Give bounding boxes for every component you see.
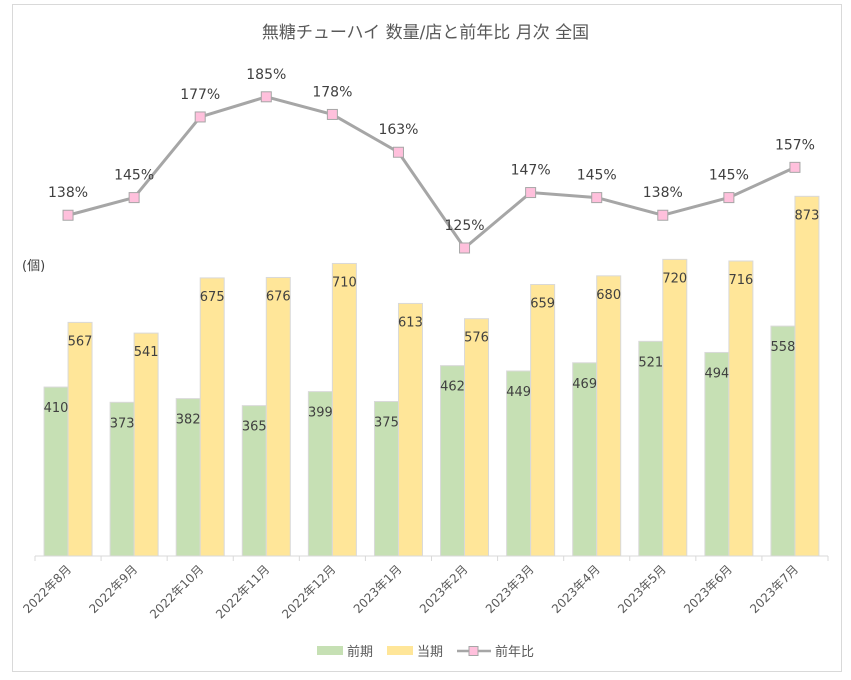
yoy-marker bbox=[591, 192, 603, 204]
bar-prev bbox=[43, 386, 69, 557]
data-label-prev: 469 bbox=[572, 377, 597, 392]
legend-item-yoy: 前年比 bbox=[457, 641, 534, 660]
data-label-curr: 675 bbox=[200, 290, 225, 305]
yoy-marker bbox=[194, 111, 206, 123]
yoy-data-label: 145% bbox=[114, 168, 154, 184]
data-label-curr: 720 bbox=[662, 271, 687, 286]
bar-prev bbox=[770, 325, 796, 557]
data-label-prev: 365 bbox=[242, 420, 267, 435]
yoy-marker bbox=[657, 209, 669, 221]
data-label-prev: 558 bbox=[771, 340, 796, 355]
x-tick-label: 2022年8月 bbox=[20, 562, 74, 616]
bar-curr bbox=[67, 321, 93, 557]
bar-prev bbox=[109, 401, 135, 557]
x-tick-label: 2023年1月 bbox=[351, 562, 405, 616]
data-label-curr: 613 bbox=[398, 315, 423, 330]
yoy-marker bbox=[128, 192, 140, 204]
bar-curr bbox=[464, 318, 490, 557]
yoy-data-label: 138% bbox=[48, 185, 88, 201]
x-tick-label: 2022年10月 bbox=[147, 562, 206, 621]
x-tick-label: 2022年11月 bbox=[213, 562, 272, 621]
yoy-marker bbox=[260, 91, 272, 103]
yoy-data-label: 157% bbox=[775, 137, 815, 153]
data-label-prev: 494 bbox=[704, 366, 729, 381]
data-label-curr: 541 bbox=[134, 345, 159, 360]
legend-label-yoy: 前年比 bbox=[495, 645, 535, 660]
bar-prev bbox=[440, 365, 466, 557]
bar-curr bbox=[596, 275, 622, 557]
bar-curr bbox=[530, 283, 556, 557]
yoy-marker bbox=[392, 146, 404, 158]
data-label-prev: 449 bbox=[506, 385, 531, 400]
bar-curr bbox=[397, 302, 423, 557]
y-axis-unit-label: (個) bbox=[22, 259, 46, 274]
x-tick-label: 2023年5月 bbox=[615, 562, 669, 616]
bar-curr bbox=[331, 262, 357, 557]
data-label-curr: 567 bbox=[68, 334, 93, 349]
bar-curr bbox=[265, 276, 291, 557]
x-tick-label: 2023年7月 bbox=[747, 562, 801, 616]
yoy-data-label: 125% bbox=[445, 218, 485, 234]
data-label-curr: 576 bbox=[464, 331, 489, 346]
x-tick-label: 2023年6月 bbox=[681, 562, 735, 616]
bar-curr bbox=[728, 260, 754, 557]
legend-swatch-prev bbox=[316, 646, 343, 655]
yoy-data-label: 147% bbox=[511, 163, 551, 179]
x-tick-label: 2023年2月 bbox=[417, 562, 471, 616]
bar-curr bbox=[662, 258, 688, 557]
legend-item-prev: 前期 bbox=[316, 641, 373, 660]
chart-title: 無糖チューハイ 数量/店と前年比 月次 全国 bbox=[261, 23, 590, 43]
data-label-prev: 462 bbox=[440, 380, 465, 395]
bar-prev bbox=[241, 405, 267, 557]
data-label-prev: 410 bbox=[44, 401, 69, 416]
chart-frame bbox=[12, 4, 842, 672]
legend-label-prev: 前期 bbox=[346, 645, 373, 660]
data-label-prev: 382 bbox=[176, 413, 201, 428]
x-tick-label: 2023年4月 bbox=[549, 562, 603, 616]
bar-curr bbox=[794, 195, 820, 557]
yoy-marker bbox=[525, 187, 537, 199]
bar-prev bbox=[704, 351, 730, 557]
data-label-curr: 716 bbox=[728, 273, 753, 288]
bar-prev bbox=[572, 362, 598, 557]
yoy-marker bbox=[789, 161, 801, 173]
bar-prev bbox=[638, 340, 664, 557]
data-label-curr: 676 bbox=[266, 289, 291, 304]
bar-prev bbox=[506, 370, 532, 557]
x-tick-label: 2023年3月 bbox=[483, 562, 537, 616]
bar-prev bbox=[175, 398, 201, 557]
bar-curr bbox=[133, 332, 159, 557]
data-label-prev: 375 bbox=[374, 416, 399, 431]
data-label-prev: 399 bbox=[308, 406, 333, 421]
yoy-marker bbox=[62, 209, 74, 221]
yoy-marker bbox=[723, 192, 735, 204]
legend-item-curr: 当期 bbox=[386, 641, 443, 660]
legend-line-marker-icon bbox=[457, 645, 491, 656]
data-label-prev: 521 bbox=[638, 355, 663, 370]
legend: 前期 当期 前年比 bbox=[0, 641, 851, 660]
yoy-data-label: 138% bbox=[643, 185, 683, 201]
yoy-data-label: 185% bbox=[246, 67, 286, 83]
x-tick-label: 2022年9月 bbox=[86, 562, 140, 616]
yoy-data-label: 177% bbox=[180, 87, 220, 103]
data-label-curr: 680 bbox=[596, 288, 621, 303]
data-label-curr: 873 bbox=[795, 208, 820, 223]
yoy-marker bbox=[326, 108, 338, 120]
yoy-data-label: 145% bbox=[577, 168, 617, 184]
bar-prev bbox=[373, 401, 399, 557]
yoy-data-label: 163% bbox=[378, 122, 418, 138]
bar-prev bbox=[307, 391, 333, 557]
data-label-prev: 373 bbox=[110, 416, 135, 431]
x-tick-label: 2022年12月 bbox=[279, 562, 338, 621]
legend-swatch-curr bbox=[386, 646, 413, 655]
data-label-curr: 710 bbox=[332, 275, 357, 290]
data-label-curr: 659 bbox=[530, 296, 555, 311]
yoy-line bbox=[67, 95, 796, 251]
yoy-data-label: 145% bbox=[709, 168, 749, 184]
bar-curr bbox=[199, 277, 225, 557]
yoy-data-label: 178% bbox=[312, 84, 352, 100]
legend-label-curr: 当期 bbox=[416, 645, 443, 660]
yoy-marker bbox=[459, 242, 471, 254]
